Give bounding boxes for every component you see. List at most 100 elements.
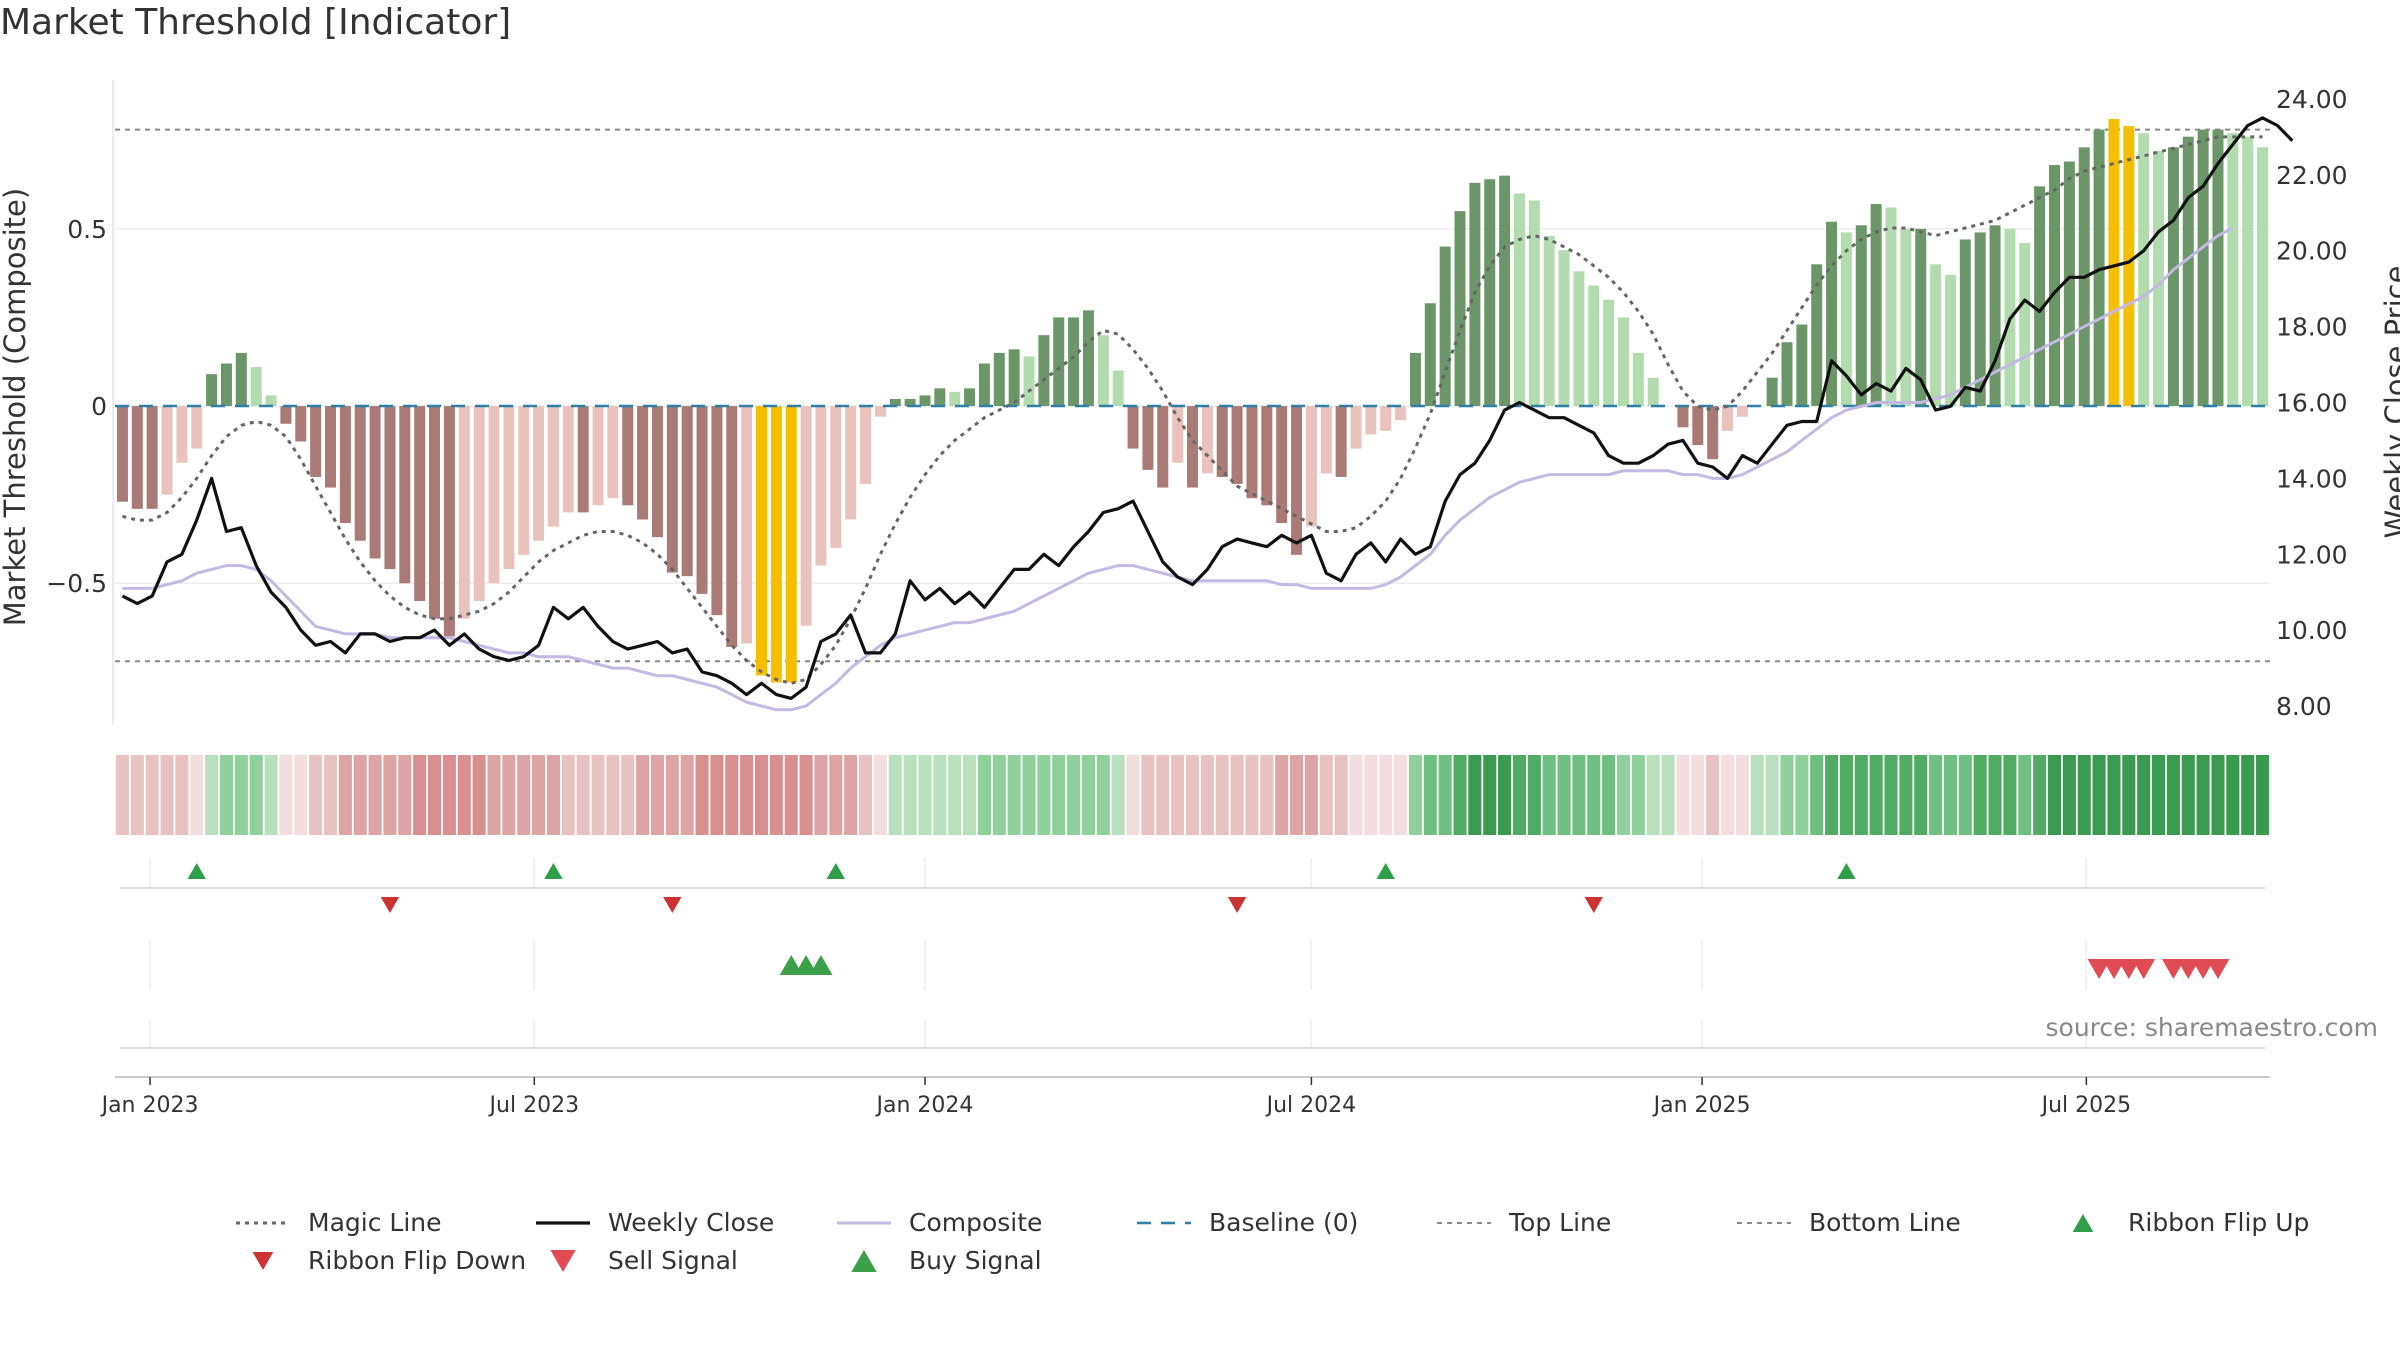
ribbon-flip-up-marker bbox=[826, 863, 846, 879]
composite-bar bbox=[1647, 377, 1659, 407]
ribbon-cell bbox=[1453, 755, 1467, 835]
composite-bar bbox=[1082, 310, 1094, 407]
ribbon-cell bbox=[1230, 755, 1244, 835]
composite-bar bbox=[770, 406, 782, 683]
ribbon-cell bbox=[115, 755, 129, 835]
composite-bar bbox=[889, 398, 901, 407]
x-tick-label: Jul 2025 bbox=[2040, 1093, 2132, 1118]
ribbon-cell bbox=[1869, 755, 1883, 835]
legend-swatch-bottom bbox=[1737, 1222, 1791, 1224]
ribbon-cell bbox=[279, 755, 293, 835]
ribbon-cell bbox=[2018, 755, 2032, 835]
ribbon-cell bbox=[1215, 755, 1229, 835]
composite-bar bbox=[1053, 317, 1065, 407]
ribbon-cell bbox=[1067, 755, 1081, 835]
ribbon-cell bbox=[205, 755, 219, 835]
y-right-tick-label: 12.00 bbox=[2276, 540, 2348, 569]
ribbon-cell bbox=[2062, 755, 2076, 835]
legend-label: Ribbon Flip Up bbox=[2128, 1208, 2310, 1237]
composite-bar bbox=[503, 406, 515, 570]
ribbon-cell bbox=[977, 755, 991, 835]
ribbon-cell bbox=[2122, 755, 2136, 835]
legend-label: Bottom Line bbox=[1809, 1208, 1961, 1237]
ribbon-cell bbox=[1765, 755, 1779, 835]
ribbon-cell bbox=[1408, 755, 1422, 835]
ribbon-cell bbox=[353, 755, 367, 835]
magic-line bbox=[122, 135, 2263, 685]
composite-bar bbox=[1944, 274, 1956, 407]
ribbon-cell bbox=[1319, 755, 1333, 835]
composite-bar bbox=[651, 406, 663, 538]
x-tick-label: Jul 2023 bbox=[488, 1093, 580, 1118]
composite-bar bbox=[1424, 303, 1436, 407]
composite-bar bbox=[2153, 150, 2165, 407]
composite-bar bbox=[741, 406, 753, 644]
ribbon-cell bbox=[725, 755, 739, 835]
ribbon-cell bbox=[1631, 755, 1645, 835]
composite-bar bbox=[1112, 370, 1124, 407]
ribbon-cell bbox=[576, 755, 590, 835]
ribbon-cell bbox=[814, 755, 828, 835]
legend-swatch-sell bbox=[550, 1250, 576, 1272]
legend-item-magic: Magic Line bbox=[232, 1205, 442, 1241]
ribbon-cell bbox=[844, 755, 858, 835]
ribbon-cell bbox=[1349, 755, 1363, 835]
ribbon-cell bbox=[1780, 755, 1794, 835]
x-tick-label: Jul 2024 bbox=[1265, 1093, 1357, 1118]
ribbon-cell bbox=[2137, 755, 2151, 835]
legend-item-close: Weekly Close bbox=[532, 1205, 774, 1241]
ribbon-cell bbox=[309, 755, 323, 835]
composite-bar bbox=[146, 406, 158, 509]
ribbon-cell bbox=[145, 755, 159, 835]
sell-signal-marker bbox=[2161, 959, 2185, 979]
composite-bar bbox=[533, 406, 545, 541]
ribbon-cell bbox=[1750, 755, 1764, 835]
composite-bar bbox=[1826, 221, 1838, 407]
composite-bar bbox=[681, 406, 693, 577]
composite-bar bbox=[116, 406, 128, 502]
ribbon-cell bbox=[1706, 755, 1720, 835]
legend-label: Top Line bbox=[1509, 1208, 1612, 1237]
y-right-tick-label: 20.00 bbox=[2276, 237, 2348, 266]
series-lines bbox=[115, 116, 2294, 712]
y-left-tick-label: −0.5 bbox=[46, 569, 107, 598]
ribbon-cell bbox=[1141, 755, 1155, 835]
ribbon-cell bbox=[829, 755, 843, 835]
composite-bar bbox=[1677, 406, 1689, 428]
ribbon-cell bbox=[2181, 755, 2195, 835]
composite-bar bbox=[1291, 406, 1303, 555]
composite-bar bbox=[1187, 406, 1198, 488]
ribbon-cell bbox=[1854, 755, 1868, 835]
composite-bar bbox=[1974, 232, 1986, 407]
composite-bar bbox=[1781, 342, 1793, 407]
ribbon-cell bbox=[546, 755, 560, 835]
composite-bar bbox=[756, 406, 767, 676]
composite-bar bbox=[1588, 285, 1600, 407]
composite-bar bbox=[919, 395, 931, 407]
ribbon-cell bbox=[740, 755, 754, 835]
y-axis-right-title: Weekly Close Price bbox=[2379, 265, 2400, 539]
composite-bar bbox=[1157, 406, 1169, 488]
ribbon-cell bbox=[1929, 755, 1943, 835]
composite-bar bbox=[1484, 179, 1496, 407]
ribbon-cell bbox=[1007, 755, 1021, 835]
legend-swatch-baseline bbox=[1137, 1221, 1191, 1225]
composite-bar bbox=[1900, 228, 1912, 407]
composite-bar bbox=[1722, 406, 1734, 431]
composite-bar bbox=[993, 352, 1005, 407]
composite-bar bbox=[250, 367, 262, 407]
legend-item-flip-up: Ribbon Flip Up bbox=[2052, 1205, 2309, 1241]
legend-item-top: Top Line bbox=[1433, 1205, 1611, 1241]
composite-bar bbox=[1558, 250, 1570, 407]
chart-title: Market Threshold [Indicator] bbox=[0, 2, 512, 43]
ribbon-cell bbox=[1438, 755, 1452, 835]
composite-bar bbox=[1365, 406, 1377, 435]
ribbon-cell bbox=[1096, 755, 1110, 835]
composite-bar bbox=[1261, 406, 1273, 506]
x-tick-label: Jan 2024 bbox=[875, 1093, 974, 1118]
composite-bar bbox=[2108, 118, 2120, 407]
composite-bar bbox=[1632, 352, 1644, 407]
x-tick-label: Jan 2023 bbox=[100, 1093, 199, 1118]
composite-bar bbox=[1335, 406, 1347, 477]
composite-bar bbox=[711, 406, 723, 616]
